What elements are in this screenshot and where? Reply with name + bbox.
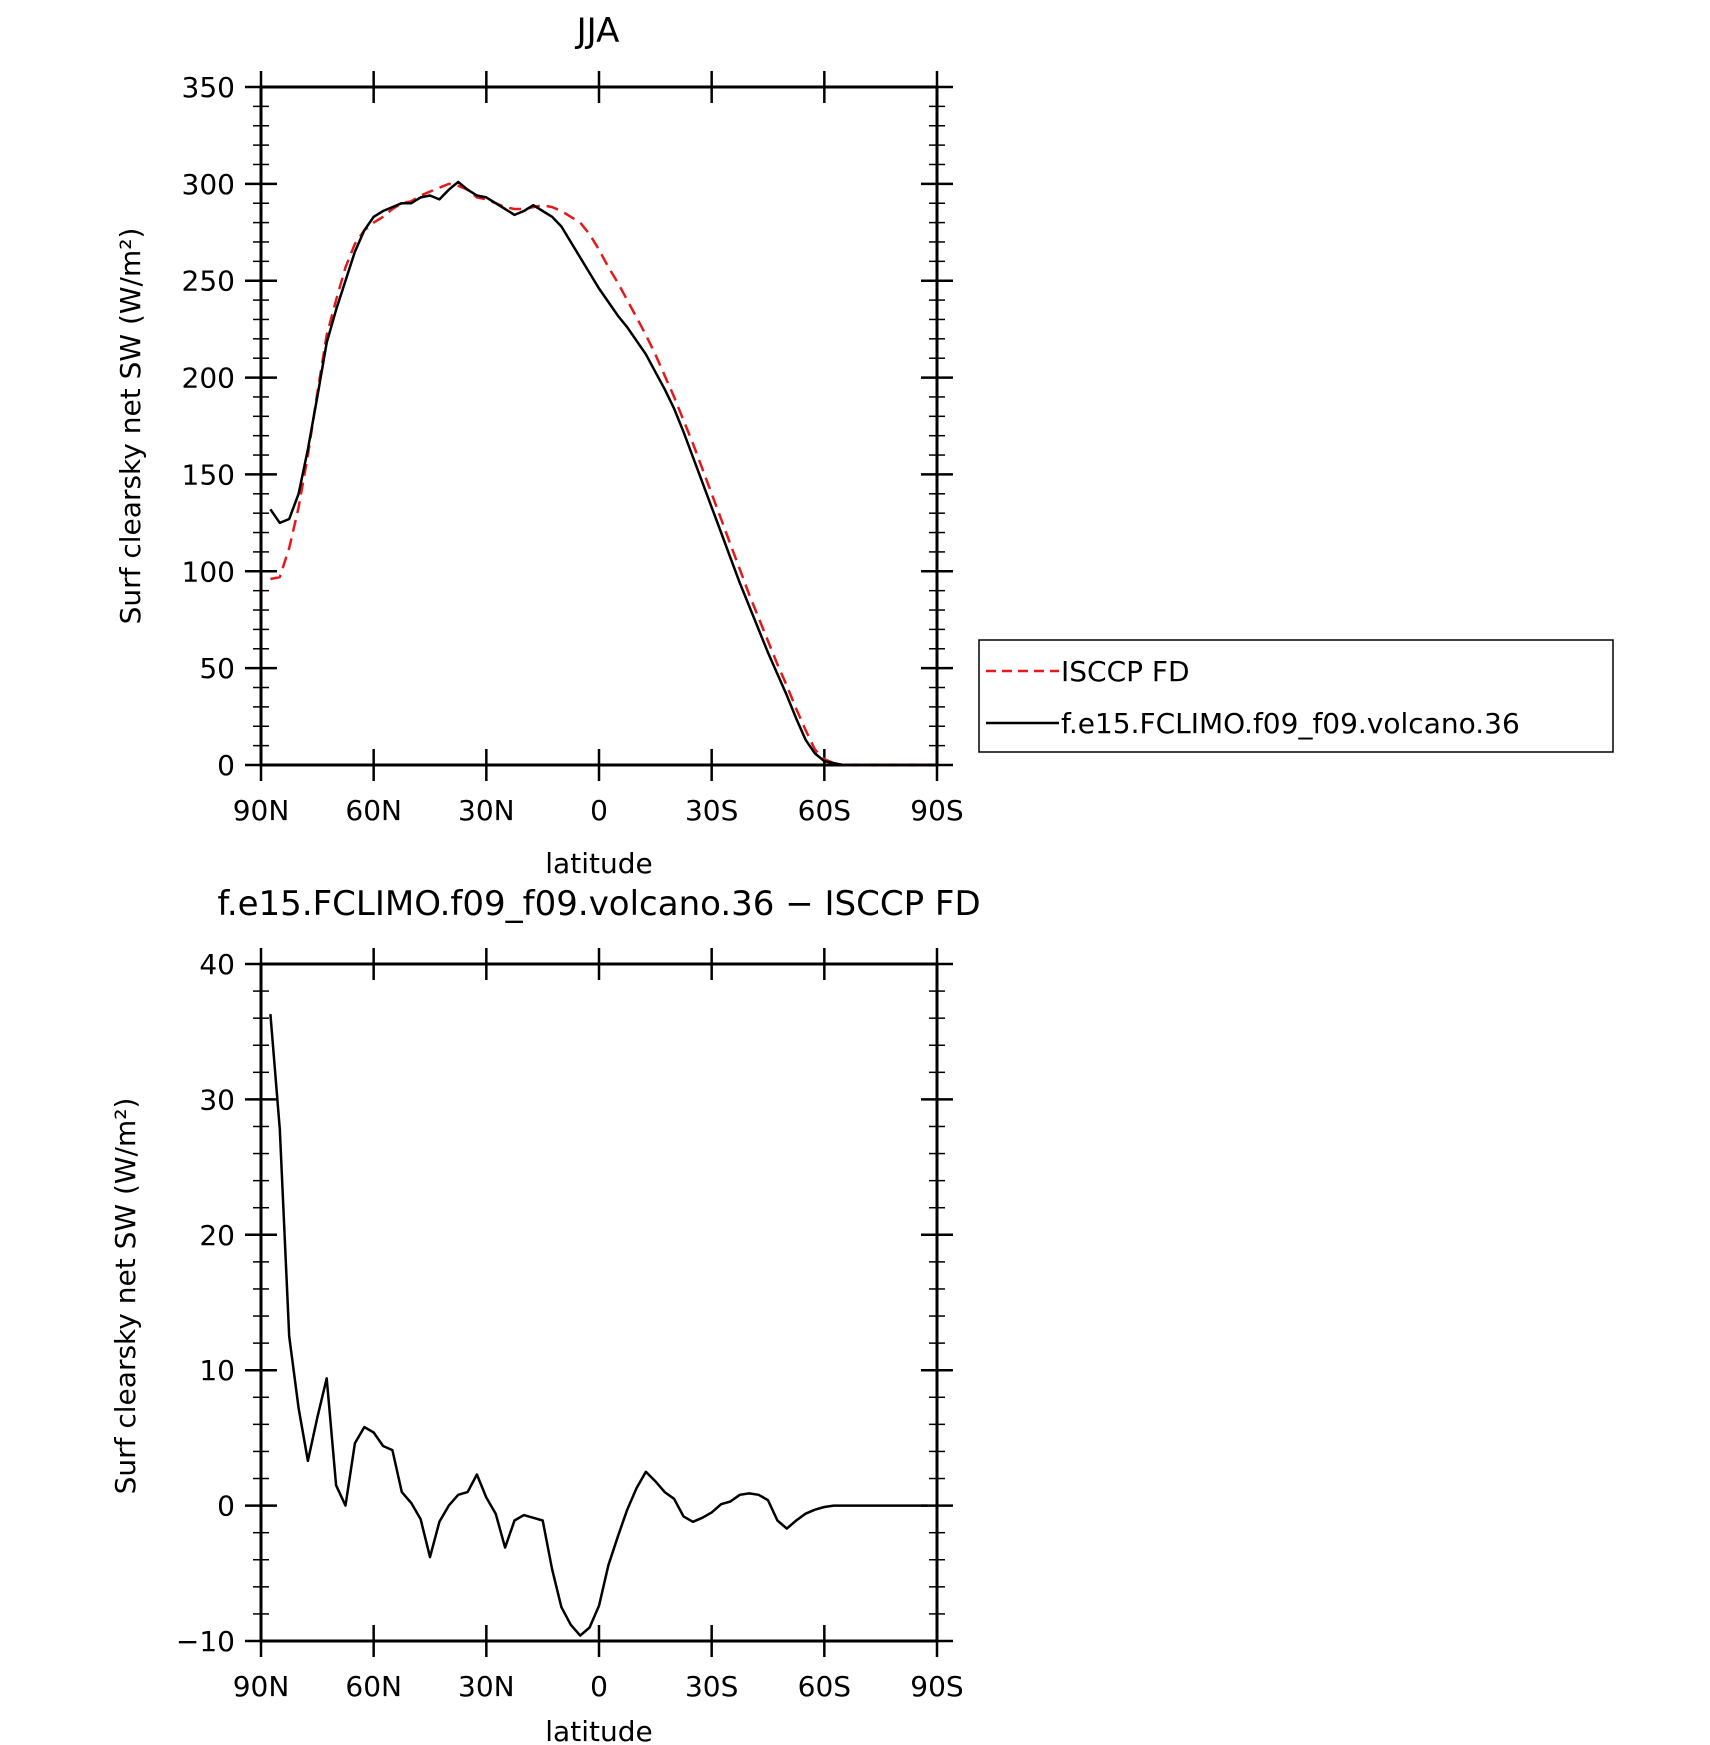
bottom-x-tick-label: 90N <box>233 1670 290 1703</box>
bottom-x-tick-label: 30S <box>685 1670 738 1703</box>
bottom-x-tick-label: 60N <box>345 1670 402 1703</box>
top-y-tick-label: 350 <box>182 71 235 104</box>
bottom-axis-ticks <box>245 948 953 1657</box>
bottom-x-tick-label: 30N <box>458 1670 515 1703</box>
bottom-y-tick-labels: −10 0 10 20 30 40 <box>176 948 235 1658</box>
bottom-plot-frame <box>259 962 939 1643</box>
top-y-tick-label: 50 <box>199 652 235 685</box>
top-y-tick-label: 150 <box>182 458 235 491</box>
top-y-axis-label: Surf clearsky net SW (W/m²) <box>114 228 147 625</box>
top-x-tick-label: 90S <box>910 794 963 827</box>
bottom-series-line-0 <box>269 1013 928 1637</box>
top-y-tick-label: 300 <box>182 168 235 201</box>
top-x-tick-label: 30S <box>685 794 738 827</box>
top-x-tick-label: 0 <box>590 794 608 827</box>
bottom-panel: f.e15.FCLIMO.f09_f09.volcano.36 − ISCCP … <box>109 884 981 1745</box>
top-y-tick-labels: 0 50 100 150 200 250 300 350 <box>182 71 235 782</box>
top-data-lines <box>269 180 928 767</box>
bottom-y-tick-label: 30 <box>199 1083 235 1116</box>
top-panel: JJA 0 50 100 150 200 250 300 350 90N 60N 30N 0 30S 6… <box>114 11 964 880</box>
bottom-x-tick-label: 90S <box>910 1670 963 1703</box>
bottom-x-axis-label: latitude <box>545 1715 652 1745</box>
top-x-tick-label: 90N <box>233 794 290 827</box>
bottom-x-tick-label: 60S <box>798 1670 851 1703</box>
bottom-y-tick-label: −10 <box>176 1625 235 1658</box>
bottom-chart-title: f.e15.FCLIMO.f09_f09.volcano.36 − ISCCP … <box>217 884 980 924</box>
bottom-y-tick-label: 40 <box>199 948 235 981</box>
bottom-y-axis-label: Surf clearsky net SW (W/m²) <box>109 1098 142 1495</box>
bottom-y-tick-label: 20 <box>199 1219 235 1252</box>
legend-box <box>978 639 1614 753</box>
top-series-line-0 <box>270 182 928 767</box>
legend: ISCCP FD f.e15.FCLIMO.f09_f09.volcano.36 <box>978 639 1614 753</box>
top-x-tick-label: 60S <box>798 794 851 827</box>
top-x-tick-labels: 90N 60N 30N 0 30S 60S 90S <box>233 794 964 827</box>
top-y-tick-label: 100 <box>182 555 235 588</box>
top-y-tick-label: 200 <box>182 362 235 395</box>
top-x-axis-label: latitude <box>545 847 652 880</box>
top-axis-ticks <box>245 71 953 781</box>
top-x-tick-label: 30N <box>458 794 515 827</box>
bottom-x-tick-label: 0 <box>590 1670 608 1703</box>
bottom-y-tick-label: 0 <box>217 1490 235 1523</box>
bottom-y-tick-label: 10 <box>199 1354 235 1387</box>
top-plot-frame <box>259 85 939 767</box>
top-x-tick-label: 60N <box>345 794 402 827</box>
legend-label-isccp-fd: ISCCP FD <box>1061 655 1190 688</box>
bottom-data-lines <box>269 1013 928 1637</box>
top-y-tick-label: 250 <box>182 265 235 298</box>
top-chart-title: JJA <box>575 11 620 51</box>
legend-label-model: f.e15.FCLIMO.f09_f09.volcano.36 <box>1061 707 1520 740</box>
bottom-x-tick-labels: 90N 60N 30N 0 30S 60S 90S <box>233 1670 964 1703</box>
top-series-line-1 <box>269 180 928 767</box>
top-y-tick-label: 0 <box>217 749 235 782</box>
